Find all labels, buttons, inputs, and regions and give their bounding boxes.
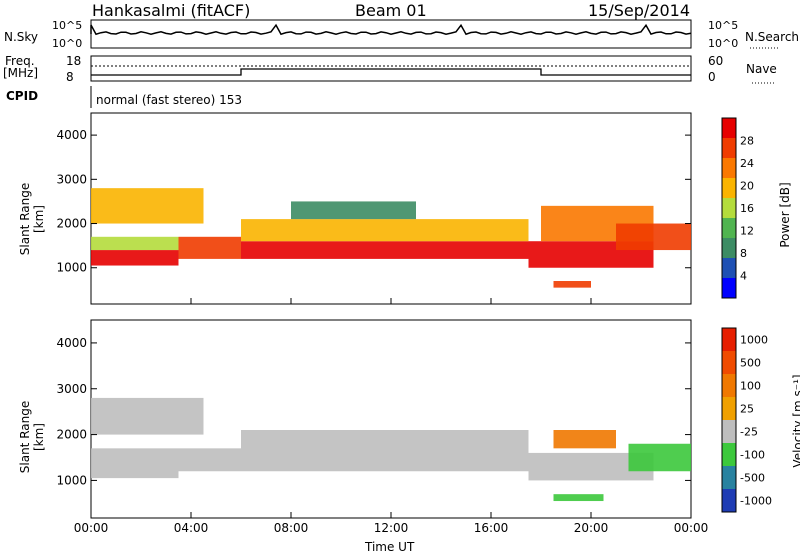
colorbar-tick-label: 4 bbox=[740, 270, 747, 283]
colorbar-tick-label: -500 bbox=[740, 472, 765, 485]
colorbar-segment bbox=[722, 374, 736, 397]
colorbar-tick-label: -100 bbox=[740, 449, 765, 462]
nsky-tick-top: 10^5 bbox=[52, 19, 83, 32]
ytick-label: 4000 bbox=[56, 336, 87, 350]
station-title: Hankasalmi (fitACF) bbox=[92, 1, 251, 20]
data-band-velocity-0 bbox=[91, 448, 179, 479]
ytick-label: 2000 bbox=[56, 428, 87, 442]
data-band-power-5 bbox=[241, 219, 529, 242]
colorbar-segment bbox=[722, 138, 736, 158]
data-band-power-9 bbox=[616, 223, 691, 251]
colorbar-frame bbox=[721, 117, 737, 299]
colorbar-tick-label: 28 bbox=[740, 135, 754, 148]
colorbar-segment bbox=[722, 118, 736, 138]
data-band-power-10 bbox=[553, 281, 591, 288]
colorbar-tick-label: 500 bbox=[740, 357, 761, 370]
x-axis-label: Time UT bbox=[365, 540, 415, 554]
colorbar-tick-label: 12 bbox=[740, 225, 754, 238]
nsearch-tick-top: 10^5 bbox=[708, 19, 739, 32]
nsky-label: N.Sky bbox=[4, 30, 39, 44]
nave-label: Nave bbox=[746, 62, 777, 76]
xtick-label: 12:00 bbox=[374, 521, 409, 535]
date-title: 15/Sep/2014 bbox=[588, 1, 691, 20]
data-band-power-6 bbox=[291, 201, 416, 220]
data-band-velocity-2 bbox=[178, 448, 241, 472]
cpid-label: CPID bbox=[6, 89, 39, 103]
colorbar-segment bbox=[722, 278, 736, 298]
ytick-label: 1000 bbox=[56, 473, 87, 487]
colorbar-tick-label: 16 bbox=[740, 202, 754, 215]
cpid-text: normal (fast stereo) 153 bbox=[96, 93, 243, 107]
colorbar-segment bbox=[722, 198, 736, 218]
colorbar-frame bbox=[721, 327, 737, 513]
nave-trace bbox=[91, 68, 691, 76]
colorbar-tick-label: -1000 bbox=[740, 495, 772, 508]
freq-tick-bottom: 8 bbox=[66, 70, 74, 84]
nsky-tick-bottom: 10^0 bbox=[52, 37, 83, 50]
xtick-label: 00:00 bbox=[74, 521, 109, 535]
colorbar-tick-label: 24 bbox=[740, 157, 754, 170]
ytick-label: 4000 bbox=[56, 128, 87, 142]
xtick-label: 20:00 bbox=[574, 521, 609, 535]
beam-title: Beam 01 bbox=[355, 1, 427, 20]
colorbar-segment bbox=[722, 489, 736, 512]
data-band-power-4 bbox=[241, 241, 529, 259]
nsearch-label: N.Search bbox=[745, 30, 800, 44]
data-band-velocity-1 bbox=[91, 397, 204, 435]
data-band-velocity-6 bbox=[628, 443, 691, 472]
freq-label: Freq. bbox=[5, 54, 35, 68]
data-band-power-0 bbox=[91, 250, 179, 266]
colorbar-segment bbox=[722, 466, 736, 489]
nave-tick-top: 60 bbox=[708, 54, 724, 68]
ytick-label: 1000 bbox=[56, 261, 87, 275]
colorbar-tick-label: -25 bbox=[740, 426, 758, 439]
nsky-trace bbox=[90, 23, 692, 36]
colorbar-tick-label: 25 bbox=[740, 403, 754, 416]
freq-unit: [MHz] bbox=[3, 66, 39, 80]
ytick-label: 3000 bbox=[56, 172, 87, 186]
ytick-label: 2000 bbox=[56, 217, 87, 231]
colorbar-segment bbox=[722, 351, 736, 374]
colorbar-segment bbox=[722, 258, 736, 278]
xtick-label: 08:00 bbox=[274, 521, 309, 535]
colorbar-tick-label: 100 bbox=[740, 380, 761, 393]
freq-frame bbox=[90, 55, 692, 82]
colorbar-segment bbox=[722, 420, 736, 443]
colorbar-segment bbox=[722, 397, 736, 420]
colorbar-segment bbox=[722, 238, 736, 258]
colorbar-segment bbox=[722, 443, 736, 466]
xtick-label: 04:00 bbox=[174, 521, 209, 535]
data-band-velocity-5 bbox=[553, 430, 616, 449]
colorbar-segment bbox=[722, 178, 736, 198]
data-band-velocity-7 bbox=[553, 494, 604, 502]
freq-tick-top: 18 bbox=[66, 54, 82, 68]
data-band-power-3 bbox=[178, 236, 241, 259]
colorbar-segment bbox=[722, 328, 736, 351]
nave-tick-bottom: 0 bbox=[708, 70, 716, 84]
colorbar-tick-label: 20 bbox=[740, 180, 754, 193]
colorbar-tick-label: 8 bbox=[740, 247, 747, 260]
ytick-label: 3000 bbox=[56, 382, 87, 396]
xtick-label: 16:00 bbox=[474, 521, 509, 535]
data-band-velocity-3 bbox=[241, 430, 529, 472]
nsearch-tick-bottom: 10^0 bbox=[708, 37, 739, 50]
xtick-label: 00:00 bbox=[674, 521, 709, 535]
data-band-power-2 bbox=[91, 188, 204, 224]
colorbar-tick-label: 1000 bbox=[740, 334, 768, 347]
colorbar-segment bbox=[722, 158, 736, 178]
data-band-power-1 bbox=[91, 236, 179, 251]
colorbar-segment bbox=[722, 218, 736, 238]
